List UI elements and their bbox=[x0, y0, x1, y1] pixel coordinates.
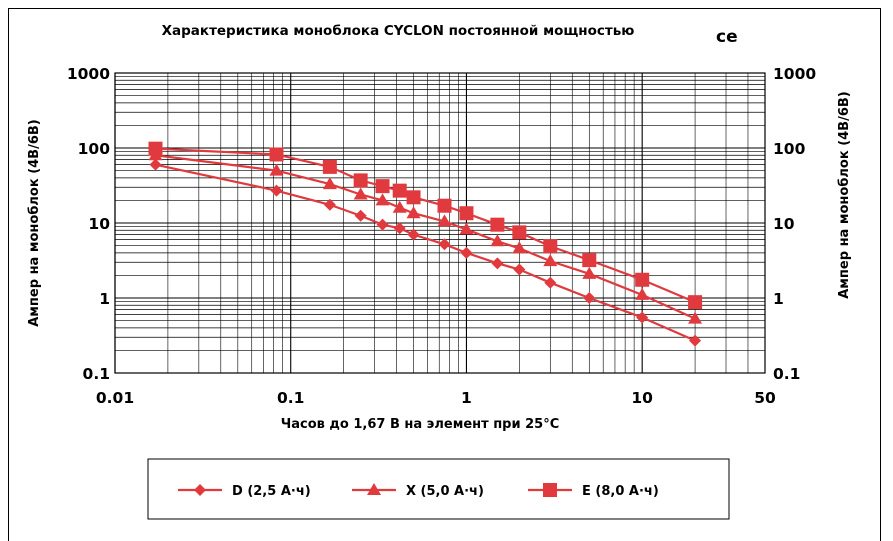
data-point-triangle bbox=[406, 206, 421, 219]
data-point-square bbox=[543, 483, 557, 497]
data-point-diamond bbox=[689, 334, 702, 347]
data-point-diamond bbox=[323, 198, 336, 211]
y-tick-label-right: 1000 bbox=[773, 65, 816, 83]
series-line bbox=[155, 154, 696, 320]
data-point-triangle bbox=[353, 187, 368, 200]
data-point-triangle bbox=[269, 163, 284, 176]
data-point-square bbox=[459, 206, 474, 221]
series-group bbox=[148, 148, 703, 324]
y-tick-label-left: 1 bbox=[99, 290, 110, 308]
data-point-square bbox=[148, 141, 163, 156]
data-point-diamond bbox=[393, 222, 406, 235]
legend-box bbox=[147, 458, 730, 520]
y-tick-label-left: 0.1 bbox=[83, 365, 110, 383]
y-tick-label-left: 100 bbox=[78, 140, 111, 158]
data-point-square bbox=[582, 253, 597, 268]
legend-item: D (2,5 А·ч) bbox=[178, 484, 311, 499]
data-point-triangle bbox=[392, 200, 407, 213]
data-point-triangle bbox=[635, 287, 650, 300]
x-tick-label: 1 bbox=[461, 389, 472, 407]
data-point-square bbox=[322, 159, 337, 174]
legend-item: E (8,0 А·ч) bbox=[528, 483, 659, 499]
data-point-square bbox=[406, 190, 421, 205]
plot-border bbox=[114, 72, 766, 374]
series bbox=[148, 141, 703, 347]
data-point-square bbox=[688, 295, 703, 310]
legend-label: E (8,0 А·ч) bbox=[582, 484, 659, 499]
y-tick-label-right: 10 bbox=[773, 215, 795, 233]
chart-title: Характеристика моноблока CYCLON постоянн… bbox=[162, 23, 635, 39]
chart-frame bbox=[8, 8, 881, 541]
data-point-diamond bbox=[544, 276, 557, 289]
x-axis-label: Часов до 1,67 В на элемент при 25°C bbox=[281, 417, 560, 432]
data-point-square bbox=[635, 272, 650, 287]
data-point-diamond bbox=[491, 257, 504, 270]
data-point-square bbox=[543, 239, 558, 254]
data-point-triangle bbox=[512, 241, 527, 254]
data-point-triangle bbox=[490, 234, 505, 247]
data-point-diamond bbox=[407, 228, 420, 241]
data-point-diamond bbox=[438, 238, 451, 251]
x-tick-label: 50 bbox=[754, 389, 776, 407]
data-point-diamond bbox=[376, 218, 389, 231]
data-point-triangle bbox=[322, 177, 337, 190]
x-tick-label: 0.01 bbox=[96, 389, 134, 407]
y-tick-label-right: 100 bbox=[773, 140, 806, 158]
data-point-square bbox=[392, 183, 407, 198]
y-axis-label-right: Ампер на моноблок (4В/6В) bbox=[837, 91, 852, 299]
data-point-triangle bbox=[688, 311, 703, 324]
plot-grid bbox=[114, 72, 766, 374]
data-point-diamond bbox=[460, 246, 473, 259]
x-tick-label: 10 bbox=[631, 389, 653, 407]
series-line bbox=[155, 147, 696, 304]
y-axis-label: Ампер на моноблок (4В/6В) bbox=[27, 119, 42, 327]
series-group bbox=[148, 141, 703, 310]
y-tick-label-left: 1000 bbox=[67, 65, 110, 83]
data-point-triangle bbox=[582, 266, 597, 279]
legend-item: X (5,0 А·ч) bbox=[352, 483, 484, 499]
data-point-diamond bbox=[513, 263, 526, 276]
y-tick-label-right: 1 bbox=[773, 290, 784, 308]
data-point-square bbox=[490, 217, 505, 232]
legend: D (2,5 А·ч) X (5,0 А·ч) E (8,0 А·ч) bbox=[147, 458, 730, 520]
legend-label: X (5,0 А·ч) bbox=[406, 484, 484, 499]
data-point-triangle bbox=[367, 483, 381, 495]
y-tick-label-right: 0.1 bbox=[773, 365, 800, 383]
data-point-square bbox=[375, 179, 390, 194]
data-point-square bbox=[353, 173, 368, 188]
data-point-square bbox=[512, 225, 527, 240]
data-point-triangle bbox=[543, 254, 558, 267]
data-point-triangle bbox=[459, 222, 474, 235]
legend-label: D (2,5 А·ч) bbox=[232, 484, 311, 499]
data-point-diamond bbox=[354, 209, 367, 222]
tick-labels: 1000 1000 100 100 10 10 1 1 0.1 0.1 0.01 0.1 1 10 50 bbox=[67, 65, 816, 407]
data-point-triangle bbox=[375, 193, 390, 206]
data-point-diamond bbox=[270, 184, 283, 197]
x-tick-label: 0.1 bbox=[277, 389, 304, 407]
series-group bbox=[149, 158, 702, 347]
data-point-triangle bbox=[437, 214, 452, 227]
data-point-diamond bbox=[583, 292, 596, 304]
data-point-diamond bbox=[194, 484, 206, 496]
data-point-diamond bbox=[636, 311, 649, 324]
data-point-square bbox=[437, 198, 452, 213]
data-point-diamond bbox=[149, 158, 162, 171]
data-point-square bbox=[269, 147, 284, 162]
title-fragment: ce bbox=[716, 27, 738, 47]
y-tick-label-left: 10 bbox=[88, 215, 110, 233]
